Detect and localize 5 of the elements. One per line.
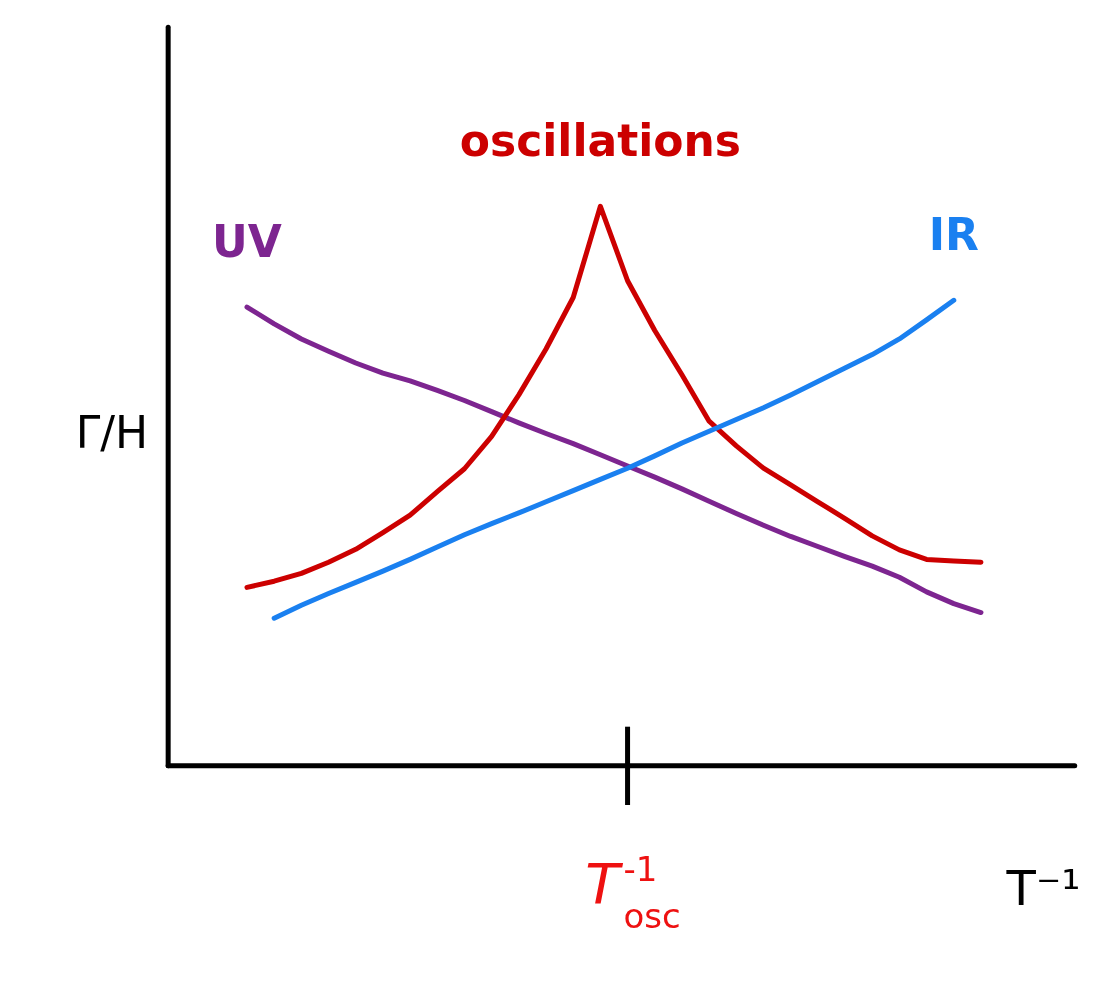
series-label: oscillations	[459, 115, 742, 167]
y-axis-title: Γ/H	[75, 407, 149, 459]
series-label: IR	[928, 209, 979, 261]
x-axis-title: T⁻¹	[1005, 859, 1081, 916]
series-label: UV	[212, 216, 282, 268]
